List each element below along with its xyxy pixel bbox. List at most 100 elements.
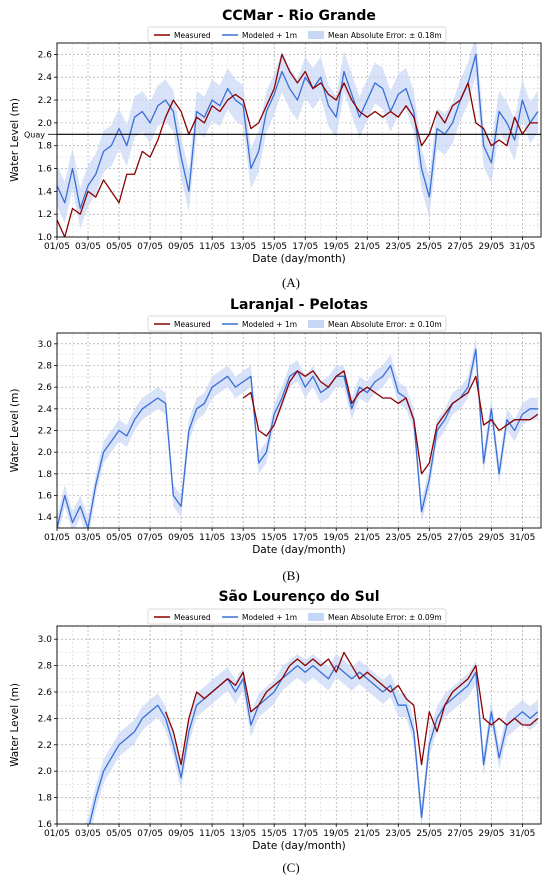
y-tick-label: 2.0	[38, 448, 53, 458]
y-tick-label: 2.2	[38, 96, 52, 106]
legend-label-error-band: Mean Absolute Error: ± 0.10m	[328, 320, 442, 329]
y-tick-label: 2.2	[38, 741, 52, 751]
plot-area	[84, 651, 539, 824]
y-axis-label: Water Level (m)	[9, 98, 21, 182]
x-tick-label: 17/05	[292, 829, 318, 839]
x-axis-label: Date (day/month)	[252, 253, 346, 265]
x-tick-label: 01/05	[44, 533, 70, 543]
legend-swatch-error-band	[308, 31, 324, 39]
legend-label-error-band: Mean Absolute Error: ± 0.09m	[328, 613, 442, 622]
y-tick-label: 2.2	[38, 427, 52, 437]
x-tick-label: 27/05	[447, 242, 473, 252]
legend-box	[147, 26, 447, 43]
x-tick-label: 21/05	[354, 533, 380, 543]
x-tick-label: 03/05	[75, 829, 101, 839]
x-tick-label: 29/05	[478, 242, 504, 252]
x-tick-label: 05/05	[106, 533, 132, 543]
panel-label: (C)	[282, 860, 299, 875]
x-tick-label: 31/05	[509, 533, 535, 543]
error-band	[57, 338, 538, 528]
x-axis-label: Date (day/month)	[252, 544, 346, 556]
y-tick-label: 2.4	[38, 405, 53, 415]
x-tick-label: 21/05	[354, 242, 380, 252]
y-tick-label: 1.2	[38, 210, 52, 220]
chart-panel-1: CCMar - Rio Grande Quay 01/05 03/05 05/05 07/…	[9, 8, 542, 290]
y-axis-label: Water Level (m)	[9, 683, 21, 767]
x-tick-label: 17/05	[292, 242, 318, 252]
legend-swatch-error-band	[308, 320, 324, 328]
y-tick-label: 1.6	[38, 165, 53, 175]
x-tick-label: 25/05	[416, 242, 442, 252]
chart-title: São Lourenço do Sul	[218, 589, 379, 605]
chart-title: CCMar - Rio Grande	[222, 8, 376, 24]
panel-label: (B)	[282, 568, 299, 583]
x-tick-label: 07/05	[137, 242, 163, 252]
x-tick-label: 15/05	[261, 533, 287, 543]
y-tick-label: 2.0	[38, 119, 53, 129]
y-tick-label: 2.8	[38, 362, 53, 372]
axes-frame	[56, 42, 542, 238]
legend: Measured Modeled + 1m Mean Absolute Error:…	[147, 608, 447, 625]
legend-label-modeled: Modeled + 1m	[242, 613, 297, 622]
chart-title: Laranjal - Pelotas	[230, 297, 368, 313]
x-tick-label: 21/05	[354, 829, 380, 839]
x-tick-label: 13/05	[230, 829, 256, 839]
x-tick-label: 01/05	[44, 829, 70, 839]
legend-label-measured: Measured	[174, 31, 211, 40]
x-axis-label: Date (day/month)	[252, 840, 346, 852]
x-tick-label: 25/05	[416, 533, 442, 543]
y-tick-label: 1.8	[38, 794, 53, 804]
x-tick-label: 29/05	[478, 829, 504, 839]
y-tick-label: 2.6	[38, 383, 53, 393]
series-line-measured	[242, 370, 539, 475]
legend-label-modeled: Modeled + 1m	[242, 31, 297, 40]
y-tick-label: 3.0	[38, 635, 53, 645]
x-tick-label: 11/05	[199, 242, 225, 252]
x-tick-label: 11/05	[199, 533, 225, 543]
x-tick-label: 31/05	[509, 242, 535, 252]
y-tick-label: 1.6	[38, 820, 53, 830]
x-tick-label: 19/05	[323, 829, 349, 839]
legend-label-modeled: Modeled + 1m	[242, 320, 297, 329]
y-tick-label: 2.8	[38, 662, 53, 672]
y-tick-label: 1.4	[38, 187, 53, 197]
legend-label-measured: Measured	[174, 320, 211, 329]
x-tick-label: 27/05	[447, 829, 473, 839]
x-tick-label: 19/05	[323, 533, 349, 543]
x-tick-label: 07/05	[137, 533, 163, 543]
x-tick-label: 13/05	[230, 242, 256, 252]
y-tick-label: 2.4	[38, 73, 53, 83]
x-tick-label: 15/05	[261, 829, 287, 839]
legend-box	[147, 608, 447, 625]
x-tick-label: 09/05	[168, 242, 194, 252]
x-tick-label: 07/05	[137, 829, 163, 839]
x-tick-label: 25/05	[416, 829, 442, 839]
axes-frame	[56, 625, 542, 825]
y-tick-label: 2.0	[38, 767, 53, 777]
x-tick-label: 03/05	[75, 533, 101, 543]
legend-label-measured: Measured	[174, 613, 211, 622]
x-tick-label: 23/05	[385, 242, 411, 252]
x-tick-label: 27/05	[447, 533, 473, 543]
y-tick-label: 3.0	[38, 340, 53, 350]
plot-area	[57, 338, 539, 528]
legend-swatch-error-band	[308, 613, 324, 621]
chart-panel-3: São Lourenço do Sul 01/05 03/05 05/05 07/05 0…	[9, 589, 542, 875]
plot-area	[57, 43, 539, 237]
x-tick-label: 15/05	[261, 242, 287, 252]
y-tick-label: 1.4	[38, 513, 53, 523]
error-band	[57, 43, 538, 230]
panel-label: (A)	[282, 275, 300, 290]
x-tick-label: 03/05	[75, 242, 101, 252]
x-tick-label: 23/05	[385, 533, 411, 543]
chart-panel-2: Laranjal - Pelotas 01/05 03/05 05/05 07/05 09…	[9, 297, 542, 583]
x-tick-label: 09/05	[168, 533, 194, 543]
x-tick-label: 11/05	[199, 829, 225, 839]
x-tick-label: 23/05	[385, 829, 411, 839]
y-tick-label: 2.6	[38, 688, 53, 698]
y-tick-label: 1.6	[38, 492, 53, 502]
y-tick-label: 1.0	[38, 233, 53, 243]
x-tick-label: 05/05	[106, 242, 132, 252]
quay-label: Quay	[24, 130, 45, 139]
x-tick-label: 29/05	[478, 533, 504, 543]
